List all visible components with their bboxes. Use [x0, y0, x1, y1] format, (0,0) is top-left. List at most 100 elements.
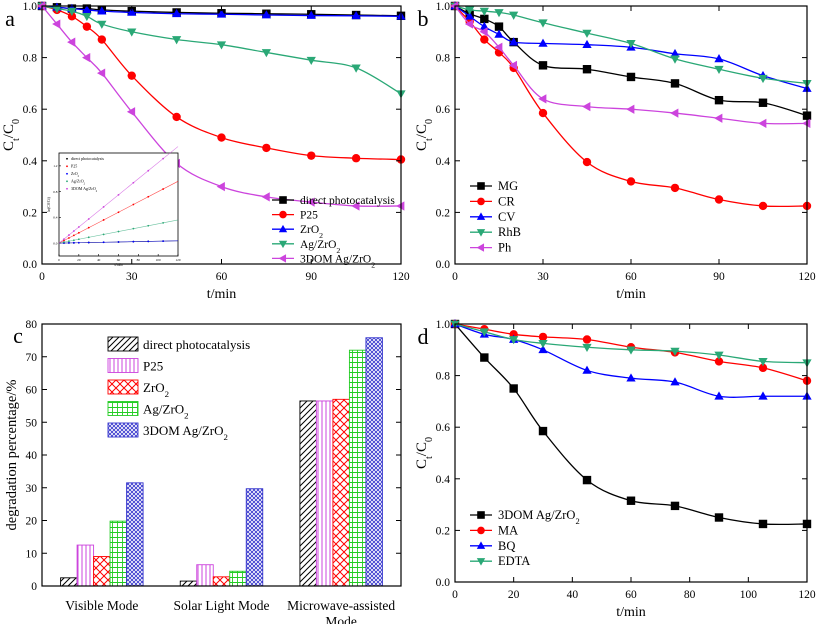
series-line-EDTA [454, 323, 808, 364]
x-tick-label: 80 [684, 589, 696, 601]
point-P25-105 [351, 154, 361, 163]
inset-point-P25 [87, 226, 90, 229]
inset-point-P25 [72, 234, 75, 237]
point-CR-45 [582, 157, 592, 167]
y-axis-label-text: Ct/C0 [414, 437, 435, 469]
legend-label-ZrO2: ZrO2 [143, 380, 169, 399]
y-tick-label: 1.0 [23, 1, 38, 13]
point-3DOM Ag/ZrO2-45 [582, 475, 592, 485]
point-CV-75 [670, 48, 680, 58]
category-label: Microwave-assisted [287, 598, 395, 613]
point-Ag/ZrO2-45 [172, 36, 182, 45]
y-tick-label: 0.4 [436, 156, 451, 168]
x-tick-label: 60 [216, 271, 228, 283]
bar-P25-1 [196, 564, 214, 587]
series-line-MA [454, 323, 808, 382]
inset-point-P25 [102, 219, 105, 221]
panel-c: Visible Mode Solar Light Mode Microwave-as… [4, 319, 402, 624]
point-3DOM Ag/ZrO2-20 [509, 384, 518, 393]
point-3DOM Ag/ZrO2-90 [714, 513, 724, 522]
point-Ag/ZrO2-30 [127, 28, 137, 37]
inset-point-P25 [77, 231, 80, 234]
point-BQ-75 [670, 377, 680, 386]
y-axis-label: Ct/C0 [414, 437, 435, 469]
point-3DOM Ag/ZrO2-5 [52, 19, 61, 29]
legend-label-BQ: BQ [498, 539, 515, 553]
inset-point-3DOM Ag/ZrO2 [87, 218, 90, 220]
inset-point-3DOM Ag/ZrO2 [77, 226, 80, 228]
panel-label: d [418, 324, 429, 349]
legend-marker-CV [476, 212, 486, 220]
point-CR-75 [670, 183, 680, 193]
point-BQ-30 [538, 344, 548, 354]
inset-point-Ag/ZrO2 [87, 236, 90, 239]
category-label: Solar Light Mode [174, 598, 270, 613]
y-axis-label: Ct/C0 [414, 119, 435, 151]
legend-label-direct photocatalysis: direct photocatalysis [300, 195, 395, 207]
point-ZrO2-105 [351, 10, 361, 20]
legend-label-EDTA: EDTA [498, 554, 530, 568]
inset-y-label-text: ln(C0/Ct) [47, 196, 51, 211]
point-Ag/ZrO2-20 [97, 20, 107, 29]
point-CR-90 [714, 195, 724, 204]
point-3DOM Ag/ZrO2-20 [97, 68, 106, 78]
point-RhB-15 [494, 9, 504, 18]
point-CV-5 [465, 11, 475, 20]
inset-point-Ag/ZrO2 [147, 224, 150, 227]
point-Ph-75 [670, 108, 679, 118]
y-tick-label: 70 [26, 352, 38, 364]
series-CR [450, 1, 812, 211]
legend-marker-MG [477, 182, 485, 190]
legend-marker-3DOM Ag/ZrO2 [477, 511, 485, 519]
point-BQ-60 [626, 373, 636, 382]
y-tick-label: 80 [26, 319, 38, 331]
legend-marker-3DOM Ag/ZrO2 [278, 254, 287, 263]
x-tick-label: 20 [508, 589, 520, 601]
legend-label-MG: MG [498, 179, 518, 193]
point-RhB-5 [465, 6, 475, 15]
legend-label-Ag/ZrO2: Ag/ZrO2 [143, 402, 189, 421]
inset-point-P25 [63, 239, 65, 242]
point-MG-75 [670, 79, 680, 88]
point-RhB-90 [714, 65, 724, 75]
x-tick-label: 30 [537, 271, 549, 283]
x-tick-label: 120 [798, 589, 816, 601]
legend-label-P25: P25 [143, 359, 163, 374]
legend-label-ZrO2: ZrO2 [300, 224, 323, 240]
legend-label-MA: MA [498, 523, 518, 537]
bar-direct photocatalysis-0 [60, 577, 78, 587]
point-EDTA-105 [758, 358, 768, 367]
point-MA-30 [538, 332, 548, 342]
point-RhB-20 [509, 11, 519, 20]
bar-Ag/ZrO2-1 [229, 570, 247, 587]
bar-3DOM Ag/ZrO2-1 [245, 488, 264, 587]
y-axis-label-text: Ct/C0 [414, 119, 435, 151]
point-3DOM Ag/ZrO2-0 [37, 1, 46, 11]
panel-a: 0 30 60 90 120 0.0 0.2 0.4 0.6 0.8 1.0 t/min Ct/C0 a d… [1, 1, 410, 302]
inset-point-ZrO2 [77, 241, 80, 244]
legend-marker-Ag/ZrO2 [278, 240, 288, 249]
inset-point-P25 [117, 211, 120, 214]
legend-marker-MA [477, 526, 485, 535]
point-ZrO2-30 [127, 7, 137, 16]
point-CR-10 [480, 35, 489, 44]
point-P25-75 [262, 143, 271, 153]
point-MG-60 [626, 72, 636, 82]
point-MA-105 [758, 363, 768, 373]
inset-point-ZrO2 [72, 241, 75, 244]
bar-ZrO2-1 [212, 576, 231, 587]
y-tick-label: 0.2 [436, 207, 451, 219]
x-tick-label: 120 [392, 271, 410, 283]
point-P25-20 [97, 35, 107, 44]
point-MG-45 [582, 65, 592, 74]
point-MG-105 [758, 98, 768, 107]
y-axis-label: degradation percentage/% [4, 380, 20, 531]
point-MG-10 [480, 14, 489, 24]
point-EDTA-90 [714, 351, 724, 360]
legend-label-P25: P25 [300, 210, 318, 222]
point-RhB-10 [479, 7, 489, 16]
bar-Ag/ZrO2-2 [348, 349, 367, 587]
point-BQ-90 [714, 391, 724, 400]
point-EDTA-60 [626, 346, 636, 355]
